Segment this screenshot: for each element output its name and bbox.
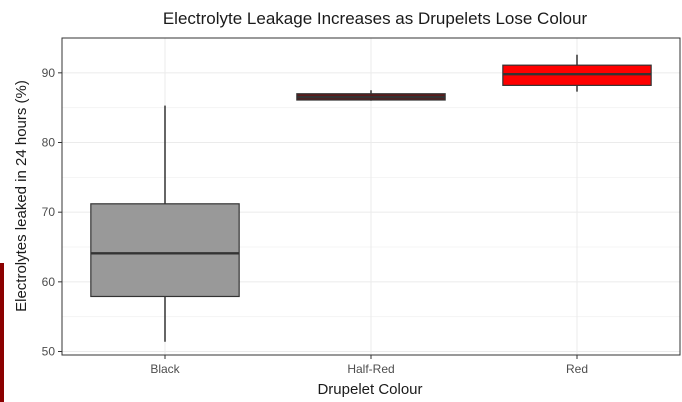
- y-axis-title: Electrolytes leaked in 24 hours (%): [13, 80, 30, 312]
- box-half-red: [296, 90, 446, 101]
- x-tick-label: Half-Red: [347, 362, 394, 376]
- box-black: [90, 105, 240, 342]
- y-tick-label: 50: [42, 345, 56, 359]
- x-tick-label: Black: [150, 362, 180, 376]
- tick-layer: 50 60 70 80 90 Black Half-Red Red: [42, 66, 588, 376]
- chart-title: Electrolyte Leakage Increases as Drupele…: [163, 9, 588, 28]
- box-layer: [90, 54, 652, 342]
- y-tick-label: 80: [42, 136, 56, 150]
- x-axis-title: Drupelet Colour: [317, 381, 422, 398]
- x-tick-label: Red: [566, 362, 588, 376]
- y-tick-label: 90: [42, 66, 56, 80]
- box-red: [502, 54, 652, 92]
- y-tick-label: 70: [42, 205, 56, 219]
- left-edge-strip: [0, 263, 4, 402]
- y-tick-label: 60: [42, 275, 56, 289]
- box-iqr: [90, 203, 240, 298]
